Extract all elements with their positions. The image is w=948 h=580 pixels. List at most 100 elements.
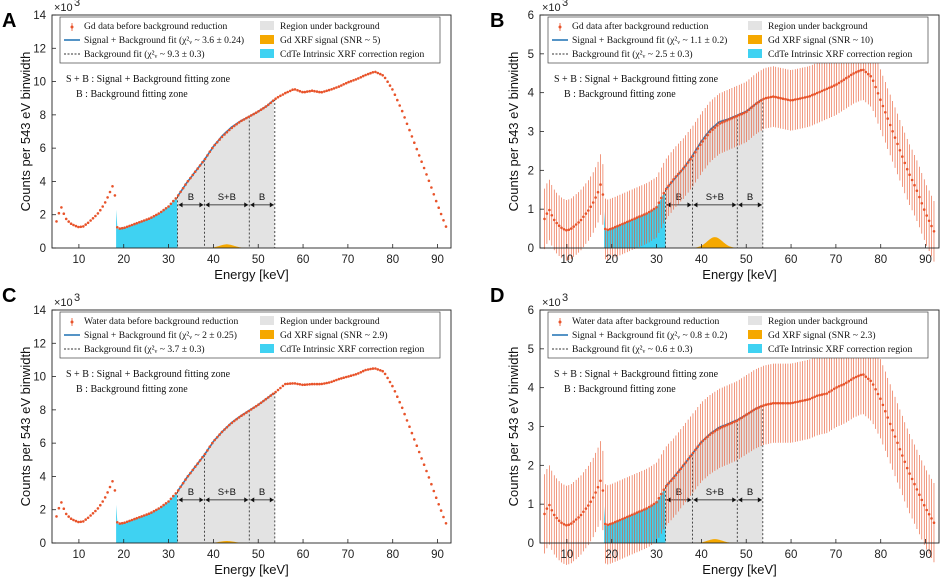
zone-arrow-head (757, 497, 762, 503)
data-point (713, 126, 717, 129)
data-point (884, 409, 887, 413)
data-point (381, 369, 385, 373)
data-point (410, 135, 414, 138)
data-point (249, 408, 253, 411)
data-point (155, 508, 158, 512)
data-point (635, 216, 639, 219)
data-point (439, 212, 443, 216)
data-point (337, 377, 341, 381)
data-point (849, 73, 853, 77)
cdte-region (116, 492, 178, 543)
data-point (886, 117, 889, 120)
y-tick-label: 5 (528, 49, 534, 61)
data-point (677, 172, 680, 176)
y-tick-label: 1 (528, 204, 534, 216)
data-point (669, 181, 673, 184)
data-point (82, 225, 85, 228)
legend-xrf-label: Gd XRF signal (SNR ~ 10) (768, 35, 873, 46)
data-point (652, 502, 656, 506)
data-point (708, 433, 712, 436)
data-point (655, 501, 658, 504)
data-point (854, 71, 858, 74)
x-tick-label: 40 (207, 549, 220, 561)
zone-label: B (747, 192, 753, 203)
zone-label: B (188, 487, 194, 498)
data-point (79, 225, 83, 229)
data-point (313, 382, 316, 386)
y-tick-label: 10 (33, 77, 46, 89)
data-point (135, 221, 139, 225)
data-point (215, 141, 219, 144)
data-point (383, 76, 387, 80)
data-point (638, 510, 641, 513)
data-point (570, 227, 573, 230)
y-tick-label: 0 (40, 243, 46, 255)
data-point (660, 196, 663, 200)
data-point (560, 521, 563, 525)
data-point (626, 220, 629, 224)
data-point (706, 133, 709, 137)
data-point (655, 206, 658, 209)
data-point (330, 380, 333, 384)
data-point (764, 96, 768, 100)
legend-bgfit-label: Background fit (χ²ᵥ ~ 0.6 ± 0.3) (572, 344, 693, 355)
data-point (208, 445, 212, 449)
data-point (437, 206, 441, 209)
y-tick-label: 5 (528, 344, 534, 356)
data-point (67, 515, 70, 518)
data-point (806, 398, 809, 402)
data-point (679, 170, 683, 173)
data-point (823, 392, 826, 396)
data-point (711, 431, 714, 435)
data-point (344, 81, 348, 85)
data-point (140, 220, 143, 223)
zone-label: S+B (706, 487, 724, 498)
legend-box (59, 311, 441, 359)
data-point (555, 516, 558, 520)
legend-region-label: Region under background (280, 21, 380, 32)
data-point (444, 225, 448, 228)
data-point (560, 226, 563, 230)
data-point (599, 479, 602, 483)
data-point (596, 485, 600, 489)
data-point (552, 218, 556, 222)
data-point (713, 430, 717, 433)
data-point (208, 150, 212, 153)
data-point (325, 381, 329, 385)
data-point (820, 393, 824, 396)
data-point (725, 423, 729, 427)
data-point (686, 161, 690, 164)
data-point (240, 414, 243, 418)
data-point (828, 86, 831, 90)
data-point (750, 106, 753, 109)
x-tick-label: 90 (919, 254, 932, 266)
data-point (432, 193, 436, 196)
y-exponent-base: ×10 (54, 2, 73, 14)
data-point (157, 507, 160, 510)
data-point (371, 71, 375, 74)
data-point (577, 516, 580, 519)
data-point (893, 435, 897, 438)
x-tick-label: 10 (561, 254, 574, 266)
x-tick-label: 10 (561, 549, 574, 561)
background-region (177, 393, 275, 543)
data-point (393, 93, 397, 96)
data-point (742, 414, 746, 418)
data-point (400, 406, 404, 410)
data-point (913, 482, 916, 486)
zone-note-sb: S + B : Signal + Background fitting zone (66, 74, 231, 85)
data-point (274, 390, 277, 394)
data-point (616, 519, 619, 523)
data-point (193, 170, 197, 173)
zone-label: S+B (218, 487, 236, 498)
data-point (142, 514, 146, 517)
legend-cdte-swatch (748, 49, 762, 58)
data-point (108, 190, 112, 194)
data-point (755, 407, 758, 410)
data-point (74, 519, 78, 523)
data-point (635, 511, 639, 514)
data-point (55, 515, 58, 518)
data-point (613, 225, 617, 229)
data-point (118, 227, 122, 230)
data-point (888, 422, 892, 426)
